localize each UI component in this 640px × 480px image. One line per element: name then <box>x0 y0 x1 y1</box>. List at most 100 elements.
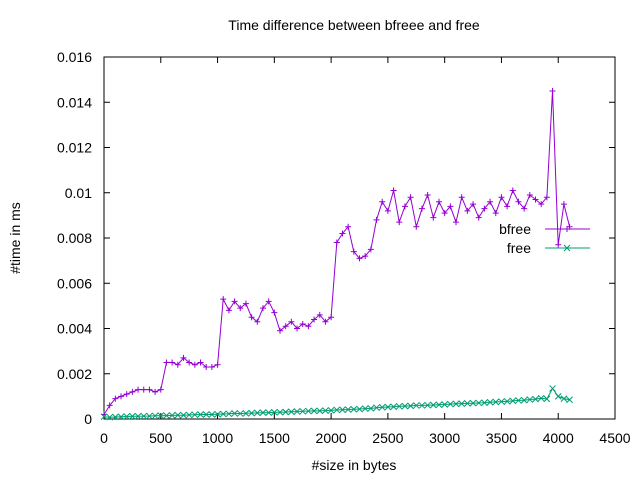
data-point-bfree <box>453 219 460 226</box>
data-point-bfree <box>277 327 284 334</box>
data-point-free <box>185 411 193 419</box>
x-tick-label: 0 <box>100 430 108 446</box>
data-point-bfree <box>118 393 125 400</box>
data-point-bfree <box>339 230 346 237</box>
legend-label-free: free <box>507 240 531 256</box>
data-point-free <box>526 396 534 403</box>
data-point-free <box>339 406 346 414</box>
data-point-free <box>197 411 204 418</box>
data-point-bfree <box>169 359 176 366</box>
y-tick-label: 0.008 <box>57 230 92 246</box>
data-point-free <box>225 410 233 418</box>
data-point-free <box>407 402 414 410</box>
data-point-bfree <box>367 246 374 253</box>
data-point-free <box>236 410 244 417</box>
data-point-free <box>123 413 131 420</box>
data-point-bfree <box>515 198 522 205</box>
data-point-free <box>486 398 494 406</box>
data-point-bfree <box>282 323 289 330</box>
data-point-free <box>418 402 426 409</box>
x-tick-label: 4000 <box>543 430 574 446</box>
data-point-bfree <box>237 305 244 312</box>
data-point-free <box>174 411 182 419</box>
data-point-free <box>219 410 227 418</box>
data-point-bfree <box>191 361 198 368</box>
legend: bfree free <box>499 221 590 256</box>
data-point-bfree <box>322 318 329 325</box>
x-tick-label: 500 <box>149 430 173 446</box>
data-point-free <box>146 412 153 420</box>
data-point-free <box>367 405 375 412</box>
data-point-bfree <box>157 386 164 393</box>
data-point-free <box>208 411 216 418</box>
series-bfree <box>101 87 573 418</box>
data-point-bfree <box>152 388 159 395</box>
x-tick-label: 1500 <box>259 430 290 446</box>
data-point-free <box>180 411 187 419</box>
data-point-bfree <box>521 205 528 212</box>
data-point-bfree <box>299 320 306 327</box>
data-point-bfree <box>311 316 318 323</box>
data-point-free <box>549 385 556 392</box>
data-point-bfree <box>543 194 550 201</box>
data-point-free <box>100 413 108 421</box>
data-point-free <box>384 403 392 411</box>
data-point-bfree <box>225 307 232 314</box>
data-point-free <box>537 394 545 402</box>
y-tick-label: 0.004 <box>57 321 92 337</box>
data-point-free <box>481 399 488 407</box>
data-point-bfree <box>487 198 494 205</box>
x-tick-label: 3500 <box>486 430 517 446</box>
data-point-bfree <box>129 388 136 395</box>
data-point-free <box>231 409 238 417</box>
data-point-free <box>378 403 386 411</box>
data-point-bfree <box>492 210 499 217</box>
data-point-free <box>498 398 505 405</box>
plot-area: 0 500 1000 1500 2000 2500 3000 3500 4000 4500 0 0.0… <box>57 49 631 446</box>
series-free <box>100 385 573 421</box>
data-point-bfree <box>435 198 442 205</box>
data-point-bfree <box>396 219 403 226</box>
data-point-free <box>157 412 165 419</box>
data-point-free <box>282 408 290 416</box>
data-point-bfree <box>413 223 420 230</box>
data-point-bfree <box>271 309 278 316</box>
x-tick-label: 4500 <box>599 430 630 446</box>
data-point-free <box>356 405 363 413</box>
data-point-free <box>163 412 170 419</box>
data-point-bfree <box>123 391 130 398</box>
y-tick-label: 0.014 <box>57 94 92 110</box>
y-tick-label: 0.006 <box>57 275 92 291</box>
data-point-free <box>503 397 511 405</box>
data-point-free <box>151 412 159 420</box>
data-point-bfree <box>424 192 431 199</box>
data-point-bfree <box>254 318 261 325</box>
data-point-bfree <box>328 314 335 321</box>
data-point-free <box>446 400 454 408</box>
data-point-free <box>344 406 352 413</box>
data-point-free <box>424 401 431 409</box>
data-point-free <box>276 408 284 416</box>
data-point-bfree <box>464 207 471 214</box>
data-point-free <box>259 409 267 417</box>
data-point-bfree <box>305 323 312 330</box>
data-point-bfree <box>163 359 170 366</box>
data-point-free <box>322 407 329 414</box>
data-point-bfree <box>333 239 340 246</box>
series-line-bfree <box>103 90 571 415</box>
data-point-bfree <box>265 298 272 305</box>
data-point-bfree <box>532 196 539 203</box>
data-point-free <box>395 402 403 410</box>
data-point-bfree <box>294 325 301 332</box>
data-point-free <box>293 408 301 415</box>
data-point-free <box>270 408 278 416</box>
data-point-free <box>532 395 539 403</box>
data-point-free <box>373 404 380 412</box>
data-point-free <box>265 409 273 417</box>
data-point-bfree <box>526 192 533 199</box>
y-tick-label: 0.01 <box>65 185 92 201</box>
data-point-free <box>140 412 148 420</box>
data-point-free <box>117 413 125 421</box>
